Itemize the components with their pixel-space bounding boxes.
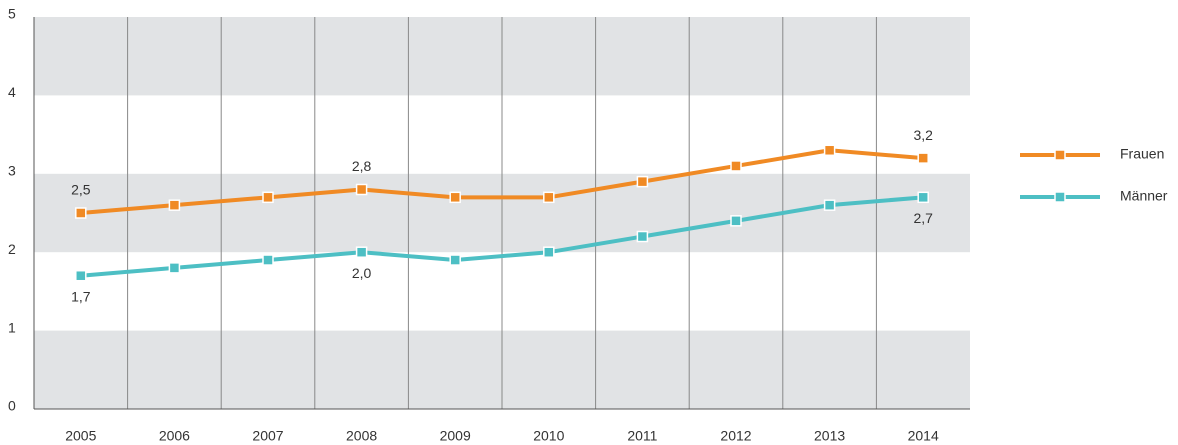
point-marker	[823, 144, 836, 157]
point-marker	[355, 183, 368, 196]
legend-label: Frauen	[1120, 146, 1164, 162]
y-tick-label: 2	[8, 241, 16, 257]
x-tick-label: 2007	[252, 428, 283, 444]
y-tick-label: 5	[8, 6, 16, 22]
y-tick-label: 4	[8, 84, 16, 100]
x-tick-label: 2006	[159, 428, 190, 444]
data-label: 2,7	[913, 210, 933, 226]
x-tick-label: 2012	[720, 428, 751, 444]
point-marker	[449, 191, 461, 204]
point-marker	[75, 207, 87, 219]
x-tick-label: 2013	[814, 428, 845, 444]
data-label: 2,0	[352, 265, 372, 281]
point-marker	[355, 246, 368, 258]
point-marker	[730, 215, 742, 227]
point-marker	[262, 191, 274, 204]
x-tick-label: 2005	[65, 428, 96, 444]
x-tick-label: 2011	[627, 428, 657, 444]
x-tick-label: 2008	[346, 428, 377, 444]
legend-marker	[1054, 149, 1066, 161]
legend-marker	[1054, 191, 1066, 203]
point-marker	[636, 230, 649, 243]
data-label: 2,8	[352, 158, 372, 174]
data-label: 3,2	[913, 127, 933, 143]
point-marker	[730, 160, 742, 172]
x-tick-label: 2010	[533, 428, 564, 444]
series-line	[80, 148, 924, 215]
data-label: 1,7	[71, 288, 91, 304]
y-tick-label: 3	[8, 163, 16, 179]
y-tick-label: 1	[8, 319, 16, 335]
point-marker	[823, 199, 836, 211]
point-marker	[543, 191, 555, 204]
point-marker	[168, 262, 181, 274]
legend-label: Männer	[1120, 188, 1168, 204]
x-tick-label: 2009	[440, 428, 471, 444]
y-tick-label: 0	[8, 398, 16, 414]
data-label: 2,5	[71, 182, 91, 198]
x-tick-label: 2014	[908, 428, 939, 444]
point-marker	[75, 269, 87, 282]
point-marker	[543, 246, 555, 258]
point-marker	[168, 199, 181, 211]
point-marker	[449, 254, 461, 266]
point-marker	[917, 191, 929, 204]
point-marker	[262, 254, 274, 266]
point-marker	[917, 152, 929, 164]
series-line	[80, 195, 924, 278]
point-marker	[636, 175, 649, 188]
